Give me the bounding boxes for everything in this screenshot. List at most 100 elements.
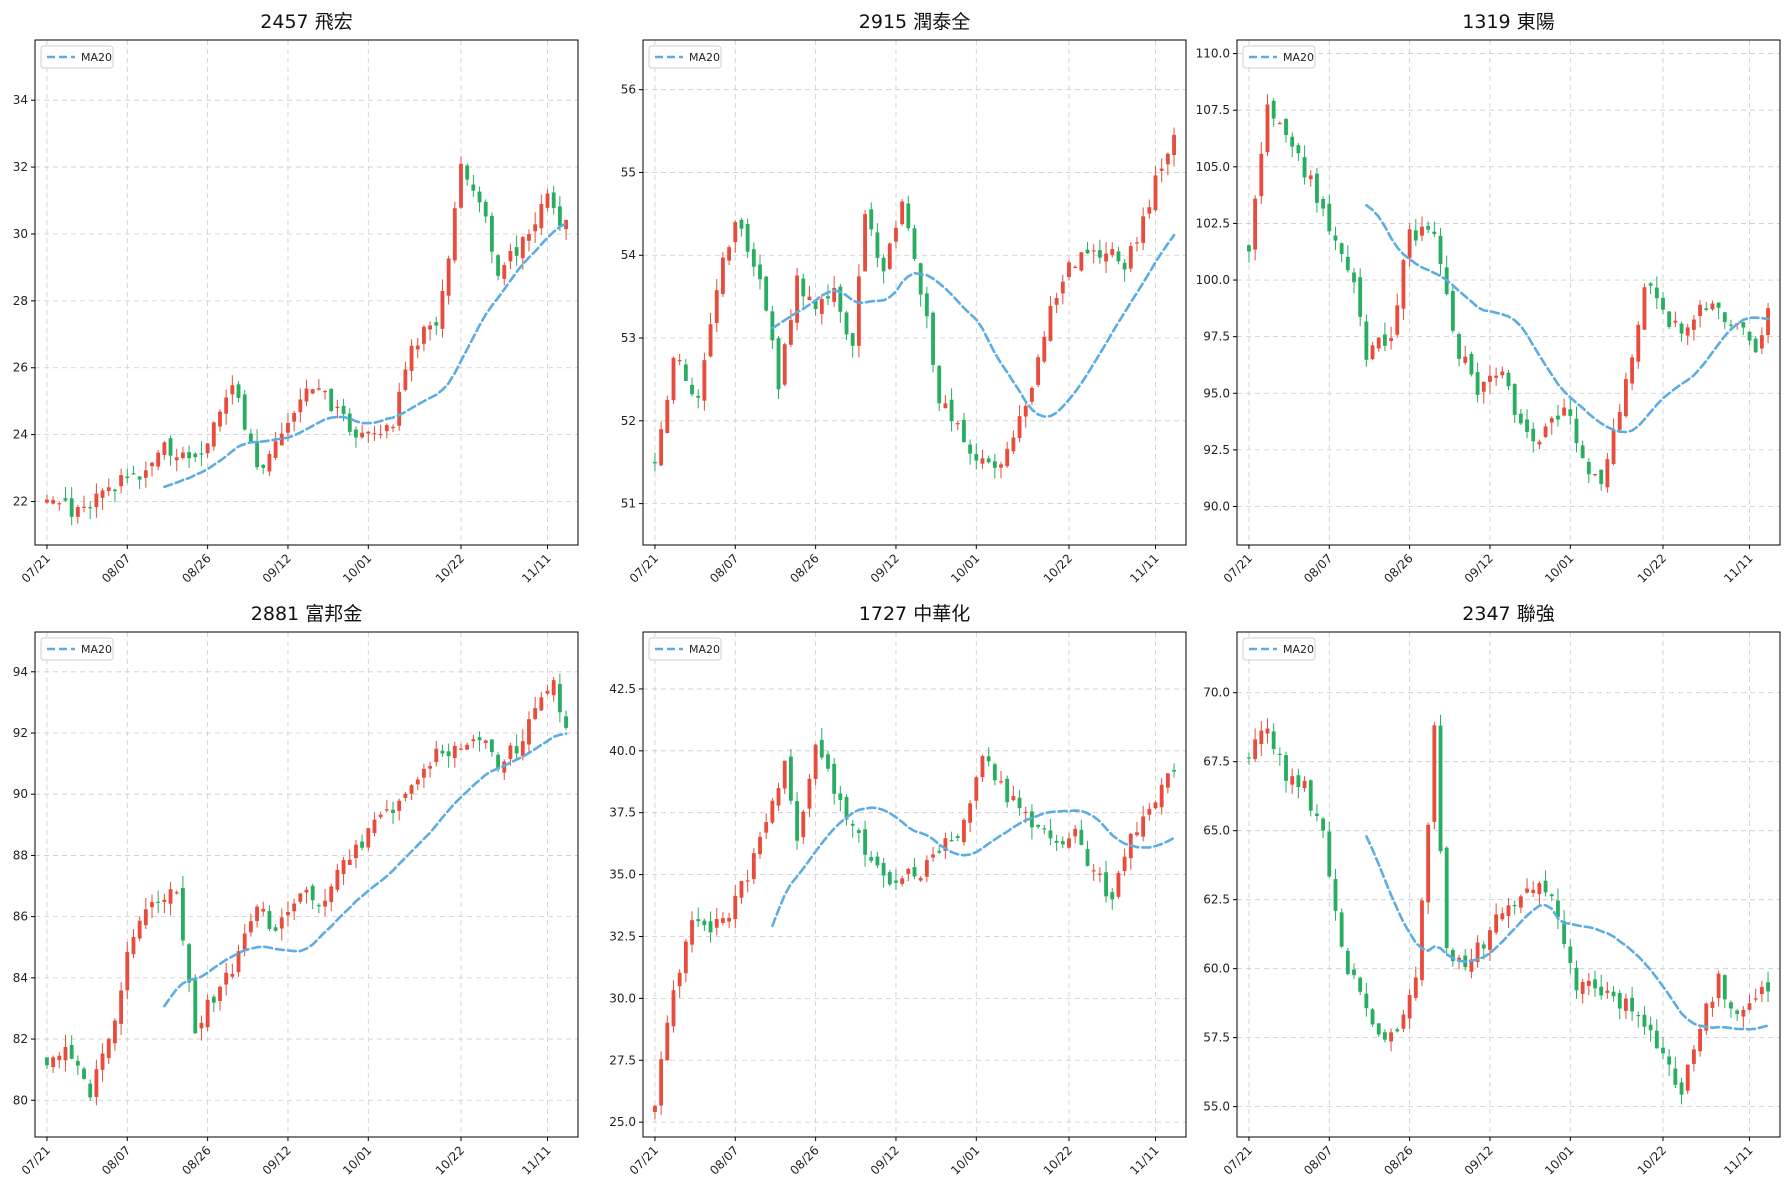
candle-body <box>962 419 966 443</box>
candle-body <box>980 756 985 778</box>
candle-body <box>968 803 973 823</box>
x-tick-label: 07/21 <box>19 551 53 585</box>
candle-body <box>1172 134 1176 156</box>
candle-body <box>659 1059 664 1106</box>
candle-body <box>708 921 713 933</box>
candle-body <box>1648 283 1653 286</box>
candle-body <box>1395 1029 1400 1032</box>
legend-box <box>1242 45 1316 69</box>
candle-body <box>1420 900 1424 981</box>
candle-body <box>826 754 830 769</box>
candle-body <box>1636 1014 1641 1017</box>
candle-body <box>1537 441 1542 445</box>
candle-body <box>310 389 315 394</box>
candle-body <box>409 785 414 794</box>
y-tick-label: 25.0 <box>609 1115 636 1129</box>
candle-body <box>1562 921 1567 945</box>
candle-body <box>1704 308 1709 310</box>
y-tick-label: 88 <box>13 848 28 862</box>
candle-body <box>690 384 694 395</box>
candle-body <box>372 819 377 834</box>
candle-body <box>1568 409 1573 416</box>
candle-body <box>1147 808 1152 815</box>
candle-body <box>1135 242 1139 244</box>
candle-body <box>156 901 161 903</box>
candle-body <box>962 819 966 843</box>
candle-body <box>931 312 935 365</box>
candle-body <box>850 333 855 346</box>
candle-body <box>739 881 744 898</box>
candle-body <box>397 391 402 426</box>
candle-body <box>764 276 769 311</box>
candle-body <box>422 768 426 778</box>
candle-body <box>869 857 874 861</box>
candle-body <box>341 405 346 415</box>
candle-body <box>727 247 732 261</box>
candle-body <box>446 751 451 757</box>
x-tick-label: 10/22 <box>433 551 467 585</box>
candle-body <box>1432 231 1437 235</box>
candle-body <box>1036 824 1041 827</box>
candle-body <box>1518 413 1523 424</box>
legend-label: MA20 <box>81 51 112 64</box>
candle-body <box>931 854 935 858</box>
y-tick-label: 53 <box>621 331 636 345</box>
candle-body <box>1116 872 1121 897</box>
y-tick-label: 32.5 <box>609 929 636 943</box>
candle-body <box>665 399 670 433</box>
x-tick-label: 07/21 <box>1221 551 1255 585</box>
candle-body <box>1265 728 1270 734</box>
candle-body <box>856 830 861 833</box>
candle-body <box>1030 387 1034 402</box>
chart-svg: 1727 中華化 25.0 27.5 30.0 32.5 35.0 37.5 40.0 42.5… <box>609 603 1187 1178</box>
y-tick-label: 102.5 <box>1196 216 1230 230</box>
candle-body <box>1716 302 1721 308</box>
candle-body <box>1308 780 1313 811</box>
x-tick-label: 11/11 <box>1721 1143 1755 1177</box>
x-tick-label: 11/11 <box>1721 551 1755 585</box>
candle-body <box>1574 418 1579 444</box>
candle-body <box>1327 203 1332 232</box>
candle-body <box>1259 730 1264 744</box>
x-tick-label: 10/01 <box>1542 551 1576 585</box>
x-tick-label: 10/22 <box>433 1143 467 1177</box>
candle-body <box>1011 796 1016 801</box>
candle-body <box>366 828 371 848</box>
candle-body <box>397 800 402 811</box>
x-tick-label: 11/11 <box>519 1143 553 1177</box>
candle-body <box>1389 1032 1393 1042</box>
candle-body <box>683 941 688 974</box>
candle-body <box>1426 824 1431 903</box>
chart-title: 2457 飛宏 <box>260 11 352 33</box>
candle-body <box>477 737 482 741</box>
candle-body <box>1611 429 1616 465</box>
chart-svg: 2881 富邦金 80 82 84 86 88 90 92 94 07/21 08/07 08/26 0… <box>13 603 579 1178</box>
candle-body <box>1450 950 1455 962</box>
candle-body <box>1401 1014 1406 1029</box>
candle-body <box>168 889 173 904</box>
candle-body <box>1110 249 1115 255</box>
candle-body <box>156 452 161 467</box>
candle-body <box>1494 375 1499 378</box>
candle-body <box>813 744 818 779</box>
candle-body <box>329 388 334 411</box>
candle-body <box>1654 287 1659 299</box>
legend: MA20 <box>648 45 722 69</box>
candle-body <box>1753 998 1758 1000</box>
candle-body <box>1153 802 1158 809</box>
legend: MA20 <box>648 637 722 661</box>
x-tick-label: 08/07 <box>1301 1143 1335 1177</box>
candle-body <box>1500 371 1505 376</box>
candle-body <box>514 746 519 754</box>
candle-body <box>1642 287 1647 330</box>
legend-box <box>1242 637 1316 661</box>
legend-label: MA20 <box>1283 643 1314 656</box>
candle-body <box>354 429 358 438</box>
candle-body <box>955 423 960 425</box>
candle-body <box>230 973 235 977</box>
candle-body <box>45 499 49 503</box>
candle-body <box>545 690 550 694</box>
x-tick-label: 10/22 <box>1041 1143 1075 1177</box>
candle-body <box>1617 993 1622 1009</box>
